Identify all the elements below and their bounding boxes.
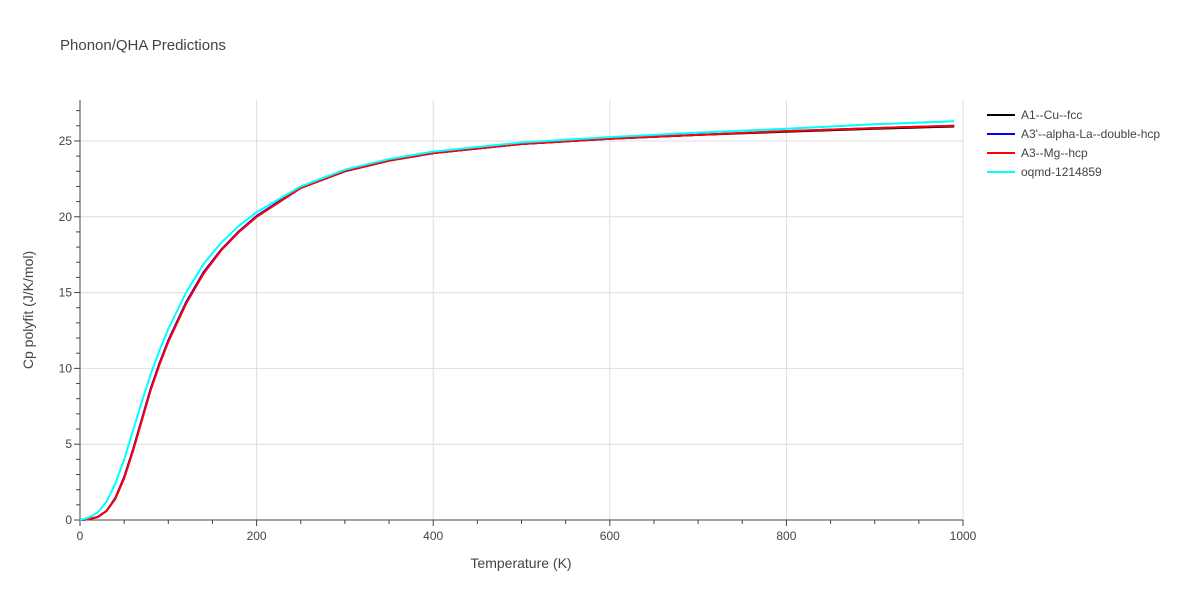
series-line-2: [79, 124, 955, 521]
x-tick-label: 600: [600, 529, 620, 543]
axes: 0 200 400 600 800 1000 0 5 10 15 20 25: [59, 100, 977, 543]
grid: [80, 100, 964, 520]
y-tick-label: 20: [59, 210, 73, 224]
y-tick-label: 10: [59, 361, 73, 375]
chart-title: Phonon/QHA Predictions: [60, 37, 226, 54]
x-tick-label: 0: [77, 529, 84, 543]
legend-label: oqmd-1214859: [1021, 165, 1102, 179]
legend-label: A3'--alpha-La--double-hcp: [1021, 127, 1160, 141]
series-line-3: [79, 120, 955, 521]
series-line-1: [79, 124, 955, 521]
legend: A1--Cu--fcc A3'--alpha-La--double-hcp A3--…: [987, 108, 1160, 179]
x-axis-title: Temperature (K): [470, 555, 571, 571]
x-tick-label: 1000: [950, 529, 977, 543]
y-tick-label: 0: [65, 513, 72, 527]
legend-label: A3--Mg--hcp: [1021, 146, 1088, 160]
series-line-0: [79, 125, 955, 521]
y-tick-label: 5: [65, 437, 72, 451]
legend-label: A1--Cu--fcc: [1021, 108, 1082, 122]
y-tick-label: 25: [59, 134, 73, 148]
y-axis-title: Cp polyfit (J/K/mol): [20, 251, 36, 369]
series-layer: [79, 120, 955, 521]
y-tick-label: 15: [59, 286, 73, 300]
x-tick-label: 800: [776, 529, 796, 543]
x-tick-label: 200: [247, 529, 267, 543]
x-tick-label: 400: [423, 529, 443, 543]
